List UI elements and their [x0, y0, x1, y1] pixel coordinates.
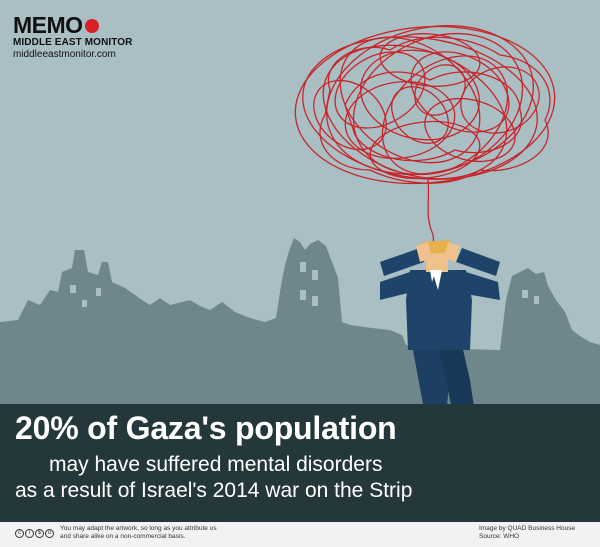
sa-icon: o: [45, 529, 54, 538]
nc-icon: $: [35, 529, 44, 538]
license-text: You may adapt the artwork, so long as yo…: [60, 525, 217, 541]
headline-line-1: 20% of Gaza's population: [15, 410, 397, 446]
credit-line-1: Image by QUAD Business House: [479, 525, 576, 532]
brand-wordmark: MEMO: [13, 14, 133, 37]
headline-line-3: as a result of Israel's 2014 war on the …: [15, 479, 413, 502]
credit-line-2: Source: WHO: [479, 533, 520, 540]
headline-line-2: may have suffered mental disorders: [49, 453, 383, 476]
red-dot-icon: [84, 18, 99, 33]
creative-commons-badge: c i $ o: [15, 529, 54, 538]
brand-url: middleeastmonitor.com: [13, 49, 116, 60]
brand-name: MEMO: [13, 12, 83, 38]
credit-text: Image by QUAD Business House Source: WHO: [479, 525, 575, 541]
license-line-2: and share alike on a non-commercial basi…: [60, 533, 186, 540]
by-icon: i: [25, 529, 34, 538]
cc-icon: c: [15, 529, 24, 538]
scribble-cloud: [294, 25, 556, 256]
license-line-1: You may adapt the artwork, so long as yo…: [60, 525, 217, 532]
footer-bar: c i $ o You may adapt the artwork, so lo…: [0, 522, 600, 547]
memo-logo: MEMO MIDDLE EAST MONITOR middleeastmonit…: [13, 14, 133, 61]
brand-subtitle: MIDDLE EAST MONITOR: [13, 37, 133, 48]
headline-banner: [0, 404, 600, 522]
